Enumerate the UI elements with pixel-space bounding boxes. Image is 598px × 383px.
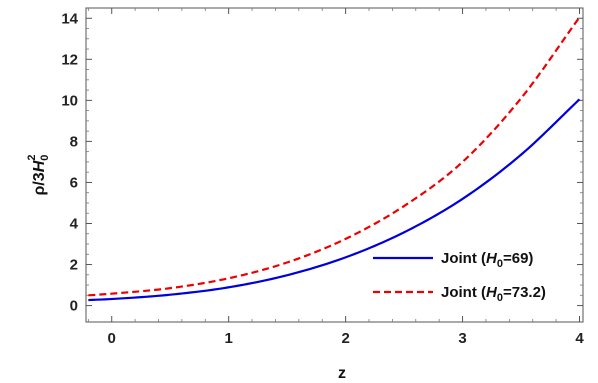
y-tick-label: 2 — [70, 257, 78, 274]
y-axis-ticks: 0 2 4 6 8 10 12 14 — [61, 10, 583, 315]
y-axis-label-sub: 0 — [39, 155, 51, 161]
y-tick-label: 8 — [70, 133, 78, 150]
y-axis-label: ρ/3H02 — [26, 154, 51, 195]
legend-label-series-2: Joint (H0=73.2) — [441, 284, 546, 304]
legend: Joint (H0=69) Joint (H0=73.2) — [373, 250, 546, 304]
x-tick-label: 4 — [575, 330, 584, 347]
x-tick-label: 3 — [458, 330, 466, 347]
x-tick-label: 1 — [224, 330, 232, 347]
x-tick-label: 2 — [341, 330, 349, 347]
x-axis-ticks: 0 1 2 3 4 — [87, 8, 584, 347]
y-tick-label: 14 — [61, 10, 78, 27]
plot-border — [85, 7, 584, 323]
series-line-2 — [88, 16, 581, 297]
y-axis-label-sup: 2 — [26, 154, 38, 160]
y-tick-label: 4 — [70, 215, 79, 232]
y-tick-label: 0 — [70, 298, 78, 315]
y-tick-label: 12 — [61, 51, 78, 68]
series-lines — [88, 16, 581, 302]
y-axis-label-var: H — [31, 160, 48, 172]
y-axis-label-main: ρ/3 — [31, 172, 48, 195]
y-tick-label: 6 — [70, 174, 78, 191]
x-axis-label: z — [338, 365, 346, 382]
legend-label-series-1: Joint (H0=69) — [441, 250, 533, 270]
plot-frame — [85, 7, 584, 323]
x-tick-label: 0 — [108, 330, 116, 347]
series-line-1 — [88, 98, 581, 302]
y-tick-label: 10 — [61, 92, 78, 109]
